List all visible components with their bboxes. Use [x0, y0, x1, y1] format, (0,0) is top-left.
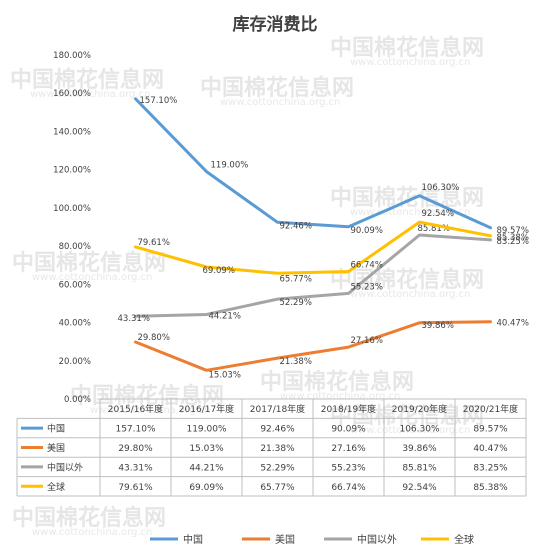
table-cell: 27.16% — [331, 444, 366, 454]
watermark-text: 中国棉花信息网 — [10, 68, 165, 93]
data-label: 92.46% — [280, 221, 312, 231]
watermark-url: www.cottonchina.org.cn — [30, 89, 151, 100]
category-label: 2016/17年度 — [179, 403, 234, 415]
legend-label: 全球 — [454, 533, 474, 546]
data-label: 106.30% — [422, 183, 460, 193]
table-cell: 55.23% — [331, 463, 366, 473]
y-tick-label: 60.00% — [59, 280, 91, 290]
table-cell: 29.80% — [118, 444, 153, 454]
legend-label: 中国 — [183, 533, 203, 546]
watermark-text: 中国棉花信息网 — [200, 76, 355, 101]
y-tick-label: 100.00% — [53, 204, 91, 214]
watermark-url: www.cottonchina.org.cn — [32, 527, 153, 538]
data-label: 39.86% — [422, 321, 454, 331]
data-label: 15.03% — [209, 370, 241, 380]
table-cell: 40.47% — [473, 444, 508, 454]
chart-title: 库存消费比 — [233, 14, 318, 35]
data-label: 85.38% — [497, 233, 529, 243]
table-cell: 92.54% — [402, 483, 437, 493]
y-tick-label: 160.00% — [53, 89, 91, 99]
table-cell: 39.86% — [402, 444, 437, 454]
table-cell: 43.31% — [118, 463, 153, 473]
table-cell: 90.09% — [331, 425, 366, 435]
table-cell: 21.38% — [260, 444, 295, 454]
table-cell: 15.03% — [189, 444, 224, 454]
table-cell: 119.00% — [186, 425, 226, 435]
table-cell: 65.77% — [260, 483, 295, 493]
series-line-全球 — [134, 220, 492, 275]
data-label: 119.00% — [211, 161, 249, 171]
y-tick-label: 40.00% — [59, 319, 91, 329]
data-label: 21.38% — [280, 357, 312, 367]
y-tick-label: 0.00% — [64, 395, 91, 405]
table-cell: 52.29% — [260, 463, 295, 473]
watermark-text: 中国棉花信息网 — [330, 404, 485, 429]
table-cell: 79.61% — [118, 483, 153, 493]
y-tick-label: 180.00% — [53, 51, 91, 61]
watermark-text: 中国棉花信息网 — [330, 36, 485, 61]
table-cell: 66.74% — [331, 483, 366, 493]
watermark-text: 中国棉花信息网 — [12, 506, 167, 531]
data-label: 27.16% — [351, 336, 383, 346]
table-series-name: 中国以外 — [47, 461, 83, 473]
table-cell: 69.09% — [189, 483, 224, 493]
y-tick-label: 20.00% — [59, 357, 91, 367]
legend-label: 美国 — [275, 533, 295, 546]
table-cell: 85.81% — [402, 463, 437, 473]
watermark-url: www.cottonchina.org.cn — [350, 57, 471, 68]
watermark-url: www.cottonchina.org.cn — [220, 97, 341, 108]
data-label: 44.21% — [209, 312, 241, 322]
data-label: 69.09% — [203, 266, 235, 276]
legend-label: 中国以外 — [357, 533, 397, 546]
data-label: 92.54% — [422, 209, 454, 219]
data-label: 79.61% — [138, 238, 170, 248]
table-cell: 92.46% — [260, 425, 295, 435]
table-series-name: 美国 — [47, 442, 65, 454]
watermark-url: www.cottonchina.org.cn — [350, 289, 471, 300]
table-cell: 89.57% — [473, 425, 508, 435]
data-label: 55.23% — [351, 282, 383, 292]
watermark-url: www.cottonchina.org.cn — [32, 272, 153, 283]
data-label: 157.10% — [140, 96, 178, 106]
watermark-url: www.cottonchina.org.cn — [90, 405, 211, 416]
table-cell: 157.10% — [115, 425, 155, 435]
table-cell: 85.38% — [473, 483, 508, 493]
watermark-url: www.cottonchina.org.cn — [280, 391, 401, 402]
category-label: 2019/20年度 — [392, 403, 447, 415]
data-label: 40.47% — [497, 319, 529, 329]
y-tick-label: 120.00% — [53, 166, 91, 176]
series-line-美国 — [134, 320, 492, 372]
table-cell: 106.30% — [399, 425, 439, 435]
category-label: 2017/18年度 — [250, 403, 305, 415]
data-label: 43.31% — [118, 314, 150, 324]
category-label: 2020/21年度 — [463, 403, 518, 415]
watermark-text: 中国棉花信息网 — [260, 370, 415, 395]
data-label: 66.74% — [351, 260, 383, 270]
y-tick-label: 80.00% — [59, 242, 91, 252]
data-label: 29.80% — [138, 333, 170, 343]
series-line-中国以外 — [134, 233, 492, 318]
watermark-url: www.cottonchina.org.cn — [350, 207, 471, 218]
watermark-url: www.cottonchina.org.cn — [350, 425, 471, 436]
watermark-text: 中国棉花信息网 — [12, 251, 167, 276]
table-cell: 44.21% — [189, 463, 224, 473]
table-series-name: 中国 — [47, 423, 65, 435]
data-label: 65.77% — [280, 274, 312, 284]
series-line-中国 — [134, 97, 492, 230]
table-series-name: 全球 — [47, 481, 65, 493]
data-label: 89.57% — [497, 226, 529, 236]
data-label: 83.25% — [497, 237, 529, 247]
watermark-text: 中国棉花信息网 — [70, 384, 225, 409]
watermark-text: 中国棉花信息网 — [330, 186, 485, 211]
category-label: 2015/16年度 — [108, 403, 163, 415]
data-label: 90.09% — [351, 226, 383, 236]
table-cell: 83.25% — [473, 463, 508, 473]
category-label: 2018/19年度 — [321, 403, 376, 415]
data-label: 85.81% — [418, 224, 450, 234]
data-label: 52.29% — [280, 298, 312, 308]
y-tick-label: 140.00% — [53, 127, 91, 137]
